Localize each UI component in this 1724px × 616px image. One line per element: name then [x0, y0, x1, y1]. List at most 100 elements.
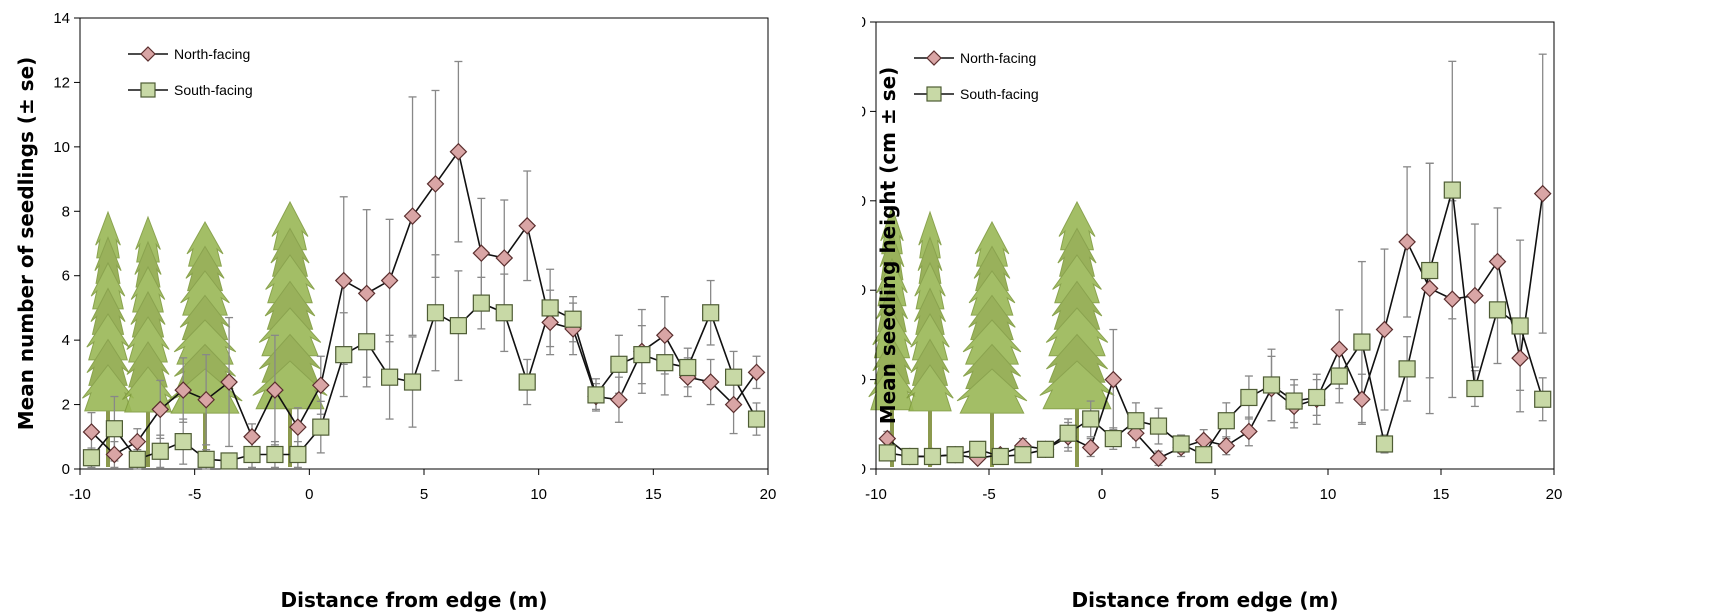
right-legend-north-marker	[926, 50, 942, 66]
left-north-point	[380, 271, 399, 290]
left-south-point	[82, 449, 101, 467]
right-south-point	[1308, 388, 1326, 407]
left-y-tick-label: 12	[53, 74, 70, 91]
right-north-point	[1420, 279, 1439, 298]
left-south-point	[426, 304, 445, 322]
tree-foliage	[82, 364, 134, 412]
right-south-point	[946, 446, 964, 464]
left-south-point	[610, 355, 628, 373]
left-x-tick-label: 5	[420, 486, 428, 503]
left-north-point	[747, 363, 766, 382]
left-south-point	[403, 373, 422, 391]
right-south-point	[1421, 261, 1439, 280]
right-south-point	[1534, 390, 1552, 408]
left-legend-north-label: North-facing	[174, 46, 250, 62]
left-y-tick-label: 10	[53, 139, 70, 156]
left-x-tick-label: 15	[645, 486, 662, 503]
right-y-tick-label: 50	[862, 372, 866, 389]
left-south-point	[747, 410, 766, 428]
left-south-point	[289, 445, 307, 464]
right-south-point	[1262, 376, 1281, 394]
left-north-point	[701, 373, 720, 391]
left-south-point	[197, 450, 215, 468]
left-y-tick-label: 4	[62, 332, 70, 349]
right-y-tick-label: 200	[862, 103, 866, 120]
right-south-point	[969, 440, 987, 458]
right-south-point	[1240, 388, 1258, 407]
right-north-point	[1330, 340, 1349, 359]
right-y-tick-label: 0	[862, 461, 866, 478]
left-x-axis-title: Distance from edge (m)	[281, 588, 548, 612]
left-south-point	[495, 304, 513, 322]
right-north-point	[1398, 233, 1416, 251]
left-south-point	[679, 358, 697, 377]
left-x-tick-label: 0	[305, 486, 313, 503]
right-south-point	[1353, 333, 1371, 351]
right-north-point	[1511, 349, 1529, 367]
tree-illustration-1	[122, 215, 174, 467]
left-y-tick-label: 14	[53, 10, 70, 27]
right-x-tick-label: 20	[1546, 486, 1563, 503]
right-south-point	[1104, 430, 1122, 448]
right-south-point	[901, 447, 919, 466]
chart-right-seedling-height: 0 50 100 150 200 250 -10 -5 0 5 10 15 20 Distance fro…	[862, 0, 1724, 616]
right-north-point	[1240, 422, 1258, 441]
left-south-point	[335, 346, 353, 364]
right-y-tick-label: 150	[862, 193, 866, 210]
left-north-point	[105, 445, 124, 464]
left-south-point	[724, 368, 743, 386]
right-south-point	[1330, 367, 1348, 385]
tree-foliage	[167, 368, 243, 414]
left-south-point	[633, 346, 651, 364]
right-south-point	[1082, 410, 1100, 428]
right-south-point	[1488, 301, 1507, 319]
right-south-point	[991, 447, 1009, 466]
right-south-point	[878, 444, 896, 462]
right-south-point	[1127, 412, 1145, 430]
right-legend-south-marker	[926, 86, 942, 102]
chart-left-svg: 0 2 4 6 8 10 12 14 -10 -5 0 5 10 15 20 Distance from ed…	[14, 10, 776, 612]
left-legend-north-marker	[140, 46, 156, 62]
right-x-tick-label: 15	[1433, 486, 1450, 503]
left-south-point	[174, 433, 192, 451]
right-x-axis-title: Distance from edge (m)	[1072, 588, 1339, 612]
left-south-point	[564, 310, 582, 328]
right-south-point	[1375, 435, 1394, 453]
left-north-point	[243, 427, 261, 446]
left-north-point	[495, 249, 514, 267]
right-y-tick-label: 250	[862, 14, 866, 31]
left-south-point	[151, 442, 169, 460]
right-north-point	[1375, 320, 1394, 339]
chart-left-seedling-count: 0 2 4 6 8 10 12 14 -10 -5 0 5 10 15 20 Distance from ed…	[14, 10, 776, 612]
right-south-point	[1195, 446, 1213, 464]
right-south-point	[1443, 181, 1461, 199]
right-south-point	[1172, 435, 1190, 453]
right-north-point	[1533, 184, 1552, 203]
right-north-point	[1443, 290, 1462, 308]
left-north-point	[151, 400, 170, 419]
right-legend-south-label: South-facing	[960, 86, 1039, 102]
tree-foliage	[906, 364, 954, 412]
tree-foliage	[1039, 360, 1115, 410]
left-south-point	[266, 445, 284, 464]
right-north-point	[1217, 436, 1236, 455]
left-north-point	[266, 381, 284, 399]
chart-right-svg: 0 50 100 150 200 250 -10 -5 0 5 10 15 20 Distance fro…	[862, 14, 1563, 612]
right-north-point	[1488, 252, 1507, 271]
tree-illustration-0	[868, 205, 916, 467]
left-south-point	[449, 317, 467, 335]
left-legend-south-label: South-facing	[174, 82, 253, 98]
left-north-point	[610, 390, 628, 409]
left-south-point	[220, 452, 238, 470]
tree-illustration-3	[1039, 200, 1115, 467]
right-y-tick-label: 100	[862, 282, 866, 299]
left-north-point	[128, 432, 147, 451]
left-y-tick-label: 0	[62, 461, 70, 478]
left-y-tick-label: 2	[62, 397, 70, 414]
right-south-point	[1217, 412, 1235, 430]
left-south-point	[312, 418, 330, 436]
left-north-point	[289, 418, 307, 436]
right-x-tick-label: 5	[1211, 486, 1219, 503]
right-south-point	[1511, 317, 1529, 335]
right-south-point	[1149, 417, 1168, 435]
